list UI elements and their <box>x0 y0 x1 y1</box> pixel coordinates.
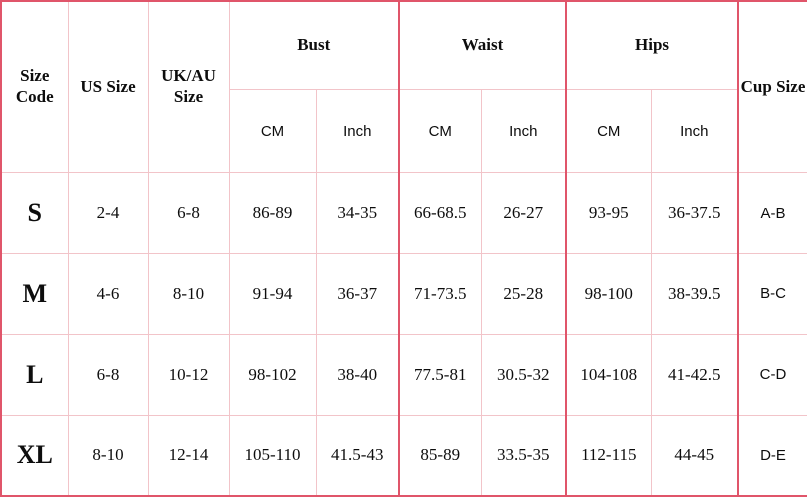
cell-bust-inch: 34-35 <box>315 172 401 255</box>
table-row: XL 8-10 12-14 105-110 41.5-43 85-89 33.5… <box>0 414 807 497</box>
cell-us-size: 2-4 <box>67 172 149 255</box>
header-row-units: CM Inch CM Inch CM Inch <box>1 89 807 174</box>
subheader-waist-cm: CM <box>398 89 482 174</box>
cell-waist-inch: 26-27 <box>480 172 568 255</box>
cell-cup-size: B-C <box>737 253 807 335</box>
subheader-hips-inch: Inch <box>650 89 740 174</box>
cell-bust-inch: 38-40 <box>315 333 401 416</box>
cell-bust-cm: 86-89 <box>228 172 317 255</box>
cell-size-code: M <box>0 253 69 335</box>
cell-hips-inch: 41-42.5 <box>650 333 740 416</box>
table-row: M 4-6 8-10 91-94 36-37 71-73.5 25-28 98-… <box>0 253 807 335</box>
cell-us-size: 8-10 <box>67 414 149 497</box>
header-cup-size: Cup Size <box>737 0 807 174</box>
cell-us-size: 4-6 <box>67 253 149 335</box>
header-size-code: Size Code <box>0 0 69 174</box>
cell-cup-size: A-B <box>737 172 807 255</box>
cell-size-code: S <box>0 172 69 255</box>
cell-waist-cm: 71-73.5 <box>398 253 482 335</box>
header-row-main: Size Code US Size UK/AU Size Bust Waist … <box>0 0 807 174</box>
cell-hips-cm: 98-100 <box>565 253 652 335</box>
cell-bust-inch: 36-37 <box>315 253 401 335</box>
cell-waist-inch: 25-28 <box>480 253 568 335</box>
subheader-waist-inch: Inch <box>480 89 568 174</box>
cell-hips-cm: 93-95 <box>565 172 652 255</box>
cell-waist-cm: 85-89 <box>398 414 482 497</box>
header-us-size: US Size <box>67 0 149 174</box>
subheader-hips-cm: CM <box>565 89 652 174</box>
cell-uk-au-size: 6-8 <box>147 172 230 255</box>
cell-bust-cm: 105-110 <box>228 414 317 497</box>
cell-hips-inch: 36-37.5 <box>650 172 740 255</box>
header-waist: Waist <box>398 0 568 91</box>
cell-bust-inch: 41.5-43 <box>315 414 401 497</box>
cell-hips-inch: 38-39.5 <box>650 253 740 335</box>
cell-size-code: L <box>0 333 69 416</box>
cell-cup-size: D-E <box>737 414 807 497</box>
table-row: L 6-8 10-12 98-102 38-40 77.5-81 30.5-32… <box>0 333 807 416</box>
cell-hips-cm: 104-108 <box>565 333 652 416</box>
subheader-bust-inch: Inch <box>315 89 401 174</box>
cell-bust-cm: 98-102 <box>228 333 317 416</box>
cell-waist-inch: 33.5-35 <box>480 414 568 497</box>
header-bust: Bust <box>228 0 401 91</box>
cell-hips-cm: 112-115 <box>565 414 652 497</box>
cell-uk-au-size: 8-10 <box>147 253 230 335</box>
cell-waist-cm: 77.5-81 <box>398 333 482 416</box>
cell-waist-cm: 66-68.5 <box>398 172 482 255</box>
cell-us-size: 6-8 <box>67 333 149 416</box>
cell-uk-au-size: 12-14 <box>147 414 230 497</box>
subheader-bust-cm: CM <box>228 89 317 174</box>
cell-size-code: XL <box>0 414 69 497</box>
cell-waist-inch: 30.5-32 <box>480 333 568 416</box>
cell-bust-cm: 91-94 <box>228 253 317 335</box>
table-row: S 2-4 6-8 86-89 34-35 66-68.5 26-27 93-9… <box>0 172 807 255</box>
cell-hips-inch: 44-45 <box>650 414 740 497</box>
header-uk-au-size: UK/AU Size <box>147 0 230 174</box>
header-hips: Hips <box>565 0 740 91</box>
cell-cup-size: C-D <box>737 333 807 416</box>
cell-uk-au-size: 10-12 <box>147 333 230 416</box>
